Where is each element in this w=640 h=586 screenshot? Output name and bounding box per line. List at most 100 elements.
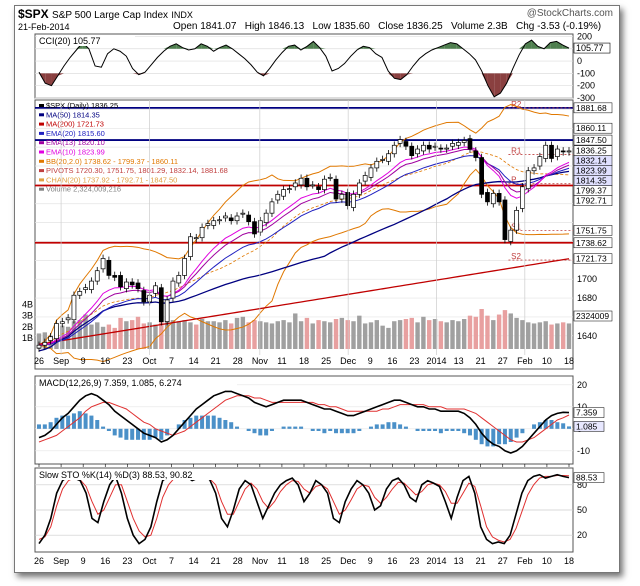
bottom-x-tick-label: 25 [321, 556, 331, 566]
volume-bar [345, 320, 350, 349]
volume-bar [100, 326, 106, 349]
volume-bar [508, 313, 513, 349]
volume-bar [543, 321, 548, 349]
cci-overbought-fill [450, 42, 457, 49]
candle-body [141, 290, 147, 303]
macd-tick-label: 10 [577, 402, 587, 412]
bottom-x-tick-label: 14 [189, 556, 199, 566]
volume-bar [316, 320, 321, 349]
legend-entry: EMA(20) 1815.60 [46, 129, 105, 138]
macd-histogram-bar [136, 428, 141, 440]
candle-body [351, 193, 356, 208]
legend-swatch [39, 141, 44, 145]
bottom-x-tick-label: 21 [211, 556, 221, 566]
macd-histogram-bar [223, 420, 228, 429]
candle-body [473, 150, 479, 158]
candle-body [176, 275, 182, 284]
cci-overbought-fill [550, 41, 557, 49]
volume-bar [560, 322, 566, 349]
volume-bar [531, 323, 537, 349]
volume-bar [263, 322, 269, 349]
x-tick-label: 25 [321, 356, 331, 366]
x-tick-label: 21 [476, 356, 486, 366]
price-label: 1814.35 [576, 176, 607, 186]
candle-body [485, 192, 490, 203]
x-tick-label: 14 [189, 356, 199, 366]
macd-last-box [573, 421, 605, 432]
cci-tick-label: 0 [577, 56, 582, 66]
candle-body [432, 145, 438, 148]
macd-histogram-bar [299, 426, 304, 429]
sto-tick-label: 50 [577, 505, 587, 515]
volume-bar [304, 317, 310, 349]
cci-overbought-fill [556, 41, 563, 49]
bottom-x-tick-label: 23 [122, 556, 132, 566]
volume-bar [322, 321, 327, 349]
macd-histogram-bar [415, 428, 420, 431]
price-label: 1721.73 [576, 254, 607, 264]
volume-bar [328, 322, 333, 349]
macd-histogram-bar [508, 428, 513, 442]
bottom-x-tick-label: 10 [542, 556, 552, 566]
candle-body [537, 156, 543, 167]
candle-body [525, 170, 531, 190]
price-label-box [573, 102, 613, 114]
price-label: 1860.11 [576, 123, 606, 133]
candle-body [310, 184, 316, 187]
legend-swatch [39, 150, 44, 154]
candle-body [415, 148, 420, 155]
candle-body [246, 214, 252, 223]
cci-last-label: 105.77 [576, 43, 604, 53]
candle-body [403, 141, 409, 147]
candle-body [124, 281, 129, 289]
macd-histogram-bar [479, 428, 484, 445]
volume-bar [432, 319, 438, 349]
price-label-box [573, 237, 613, 249]
candle-body [560, 150, 566, 153]
candle-body [106, 259, 112, 276]
volume-bar [386, 327, 391, 349]
legend-swatch [39, 159, 44, 163]
volume-bar [415, 322, 420, 349]
volume-bar [362, 323, 368, 349]
macd-histogram-bar [374, 424, 379, 429]
candle-body [304, 177, 310, 188]
candle-body [211, 220, 217, 226]
x-tick-label: 11 [277, 356, 286, 366]
candle-body [94, 270, 100, 282]
macd-histogram-bar [433, 428, 438, 431]
volume-bar [409, 317, 414, 349]
macd-histogram-bar [473, 428, 478, 440]
macd-histogram-bar [339, 428, 344, 434]
candle-body [333, 178, 339, 200]
volume-bar [83, 314, 88, 349]
x-tick-label: 13 [454, 356, 464, 366]
volume-bar [106, 324, 112, 349]
volume-bar [211, 321, 216, 349]
volume-bar [444, 322, 449, 349]
volume-bar [141, 323, 147, 349]
candle-body [386, 153, 391, 162]
symbol-title: $SPX S&P 500 Large Cap Index INDX [18, 7, 193, 21]
candle-body [223, 215, 228, 219]
price-label-box [573, 195, 613, 206]
volume-bar [298, 321, 304, 349]
bollinger-upper [38, 104, 570, 346]
macd-histogram-bar [392, 422, 397, 429]
price-label: 1832.14 [576, 156, 607, 166]
macd-histogram-bar [229, 422, 234, 429]
volume-bar [275, 321, 280, 349]
macd-last-label: 7.359 [576, 408, 598, 418]
candle-body [263, 212, 269, 223]
volume-bar [60, 325, 65, 349]
legend-swatch [39, 122, 44, 126]
candle-body [42, 342, 48, 346]
price-label: 1751.75 [576, 225, 607, 235]
candle-body [281, 189, 286, 197]
candle-body [409, 145, 415, 156]
macd-tick-label: 20 [577, 380, 587, 390]
macd-histogram-bar [217, 417, 222, 429]
volume-bar [555, 323, 560, 349]
macd-histogram-bar [368, 426, 373, 429]
cci-oversold-fill [487, 73, 495, 97]
